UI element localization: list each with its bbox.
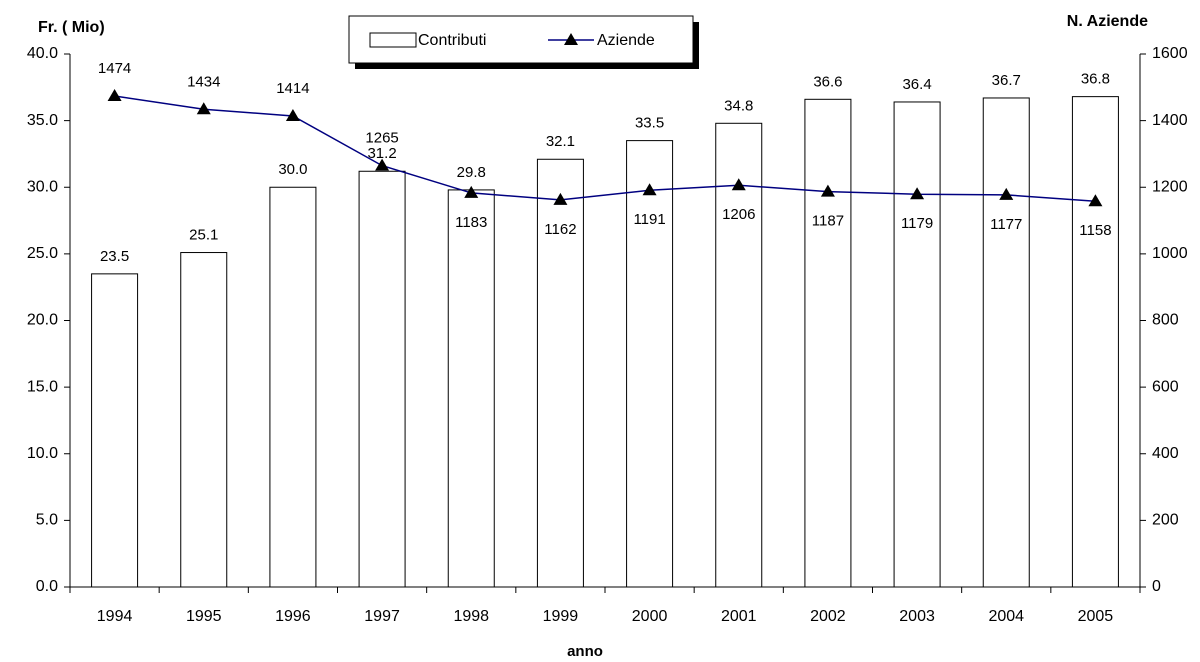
point-value-label: 1206 — [722, 206, 755, 223]
legend-marker — [564, 33, 578, 45]
marker — [464, 185, 479, 198]
legend-swatch — [369, 32, 417, 48]
y2-tick-label: 1400 — [1152, 112, 1188, 129]
bar — [626, 140, 674, 588]
bar — [180, 252, 228, 588]
bar-value-label: 36.4 — [902, 76, 931, 93]
y-tick-label: 35.0 — [27, 112, 58, 129]
point-value-label: 1191 — [633, 211, 665, 228]
y-tick-label: 25.0 — [27, 245, 58, 262]
bar-value-label: 33.5 — [635, 115, 664, 132]
bar — [269, 186, 317, 588]
x-tick-label: 1998 — [453, 608, 489, 625]
point-value-label: 1414 — [276, 80, 309, 97]
legend-label: Aziende — [597, 32, 655, 49]
y2-tick-label: 200 — [1152, 512, 1179, 529]
bar — [982, 97, 1030, 588]
x-tick-label: 1999 — [543, 608, 579, 625]
bar-value-label: 29.8 — [457, 164, 486, 181]
x-tick-label: 2000 — [632, 608, 668, 625]
y2-tick-label: 400 — [1152, 445, 1179, 462]
y2-axis-title: N. Aziende — [1067, 13, 1148, 30]
marker — [285, 108, 300, 121]
y2-tick-label: 0 — [1152, 578, 1161, 595]
legend-label: Contributi — [418, 32, 486, 49]
bar — [358, 170, 406, 588]
x-tick-label: 2005 — [1078, 608, 1114, 625]
y2-tick-label: 800 — [1152, 312, 1179, 329]
point-value-label: 1265 — [365, 130, 398, 147]
bar — [715, 122, 763, 588]
x-tick-label: 2002 — [810, 608, 846, 625]
marker — [1088, 194, 1103, 207]
marker — [999, 187, 1014, 200]
bar — [893, 101, 941, 588]
bar-value-label: 30.0 — [278, 161, 307, 178]
point-value-label: 1434 — [187, 73, 220, 90]
point-value-label: 1177 — [990, 216, 1022, 233]
bar-value-label: 31.2 — [367, 145, 396, 162]
y2-tick-label: 1200 — [1152, 178, 1188, 195]
y2-tick-label: 600 — [1152, 378, 1179, 395]
line — [114, 95, 1096, 202]
y2-tick-label: 1600 — [1152, 45, 1188, 62]
bar-value-label: 34.8 — [724, 97, 753, 114]
x-tick-label: 1996 — [275, 608, 311, 625]
bar-value-label: 36.7 — [992, 72, 1021, 89]
y-tick-label: 0.0 — [36, 578, 58, 595]
x-tick-label: 2001 — [721, 608, 757, 625]
marker — [553, 192, 568, 205]
bar — [91, 273, 139, 588]
bar — [447, 189, 495, 588]
x-tick-label: 1995 — [186, 608, 222, 625]
x-tick-label: 1997 — [364, 608, 400, 625]
marker — [375, 158, 390, 171]
bar-value-label: 36.6 — [813, 73, 842, 90]
marker — [196, 102, 211, 115]
x-axis-title: anno — [567, 643, 603, 660]
bar-value-label: 23.5 — [100, 248, 129, 265]
bar-value-label: 25.1 — [189, 227, 218, 244]
bar — [1071, 96, 1119, 588]
marker — [731, 178, 746, 191]
point-value-label: 1179 — [901, 215, 933, 232]
y-tick-label: 30.0 — [27, 178, 58, 195]
marker — [910, 187, 925, 200]
bar-value-label: 36.8 — [1081, 71, 1110, 88]
y-tick-label: 10.0 — [27, 445, 58, 462]
point-value-label: 1162 — [544, 221, 576, 238]
y-tick-label: 20.0 — [27, 312, 58, 329]
marker — [107, 88, 122, 101]
point-value-label: 1158 — [1079, 222, 1111, 239]
bar — [804, 98, 852, 588]
bar — [536, 158, 584, 588]
marker — [820, 184, 835, 197]
marker — [642, 183, 657, 196]
x-tick-label: 2004 — [988, 608, 1024, 625]
bar-value-label: 32.1 — [546, 133, 575, 150]
point-value-label: 1474 — [98, 60, 131, 77]
x-tick-label: 1994 — [97, 608, 133, 625]
y-tick-label: 40.0 — [27, 45, 58, 62]
y2-tick-label: 1000 — [1152, 245, 1188, 262]
point-value-label: 1183 — [455, 214, 487, 231]
y-axis-title: Fr. ( Mio) — [38, 19, 105, 36]
y-tick-label: 5.0 — [36, 512, 58, 529]
x-tick-label: 2003 — [899, 608, 935, 625]
y-tick-label: 15.0 — [27, 378, 58, 395]
point-value-label: 1187 — [812, 213, 844, 230]
